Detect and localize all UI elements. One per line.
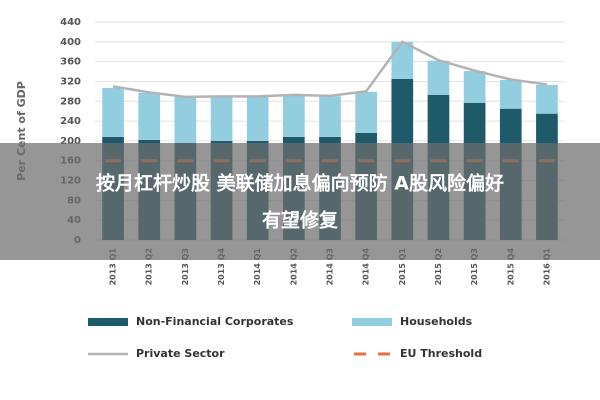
bar: [463, 71, 486, 103]
bar: [319, 96, 341, 137]
x-tick-label: 2014 Q1: [253, 248, 262, 286]
overlay-banner: [0, 143, 600, 260]
y-tick-label: 320: [60, 76, 81, 87]
y-tick-label: 280: [60, 96, 81, 107]
legend-label: Private Sector: [136, 347, 225, 360]
bar: [391, 41, 414, 79]
bar: [427, 60, 450, 95]
overlay-text: 有望修复: [262, 209, 339, 232]
x-tick-label: 2013 Q2: [145, 248, 154, 285]
legend-label: Households: [400, 315, 473, 328]
y-tick-label: 440: [60, 17, 81, 28]
x-tick-label: 2015 Q3: [470, 248, 479, 285]
bar: [355, 91, 377, 133]
x-tick-label: 2015 Q1: [398, 248, 407, 286]
bar: [210, 96, 233, 141]
y-tick-label: 240: [60, 116, 81, 127]
x-tick-label: 2014 Q3: [326, 248, 335, 285]
x-tick-label: 2015 Q2: [434, 248, 443, 285]
line: [112, 40, 548, 99]
y-tick-label: 360: [60, 57, 81, 68]
x-tick-label: 2016 Q1: [542, 248, 551, 286]
legend-swatch: [88, 318, 128, 326]
legend-swatch: [352, 318, 392, 326]
x-tick-label: 2014 Q4: [362, 248, 371, 286]
bar: [246, 96, 269, 141]
x-tick-label: 2013 Q3: [181, 248, 190, 285]
y-tick-label: 200: [60, 136, 81, 147]
overlay-text: 按月杠杆炒股 美联储加息偏向预防 A股风险偏好: [96, 172, 504, 195]
x-tick-label: 2013 Q1: [109, 248, 118, 286]
y-tick-label: 400: [60, 37, 81, 48]
bar: [138, 92, 161, 140]
bar: [499, 79, 522, 109]
bar: [174, 96, 197, 143]
bar: [102, 87, 124, 137]
bar: [283, 94, 305, 137]
bar: [536, 84, 558, 114]
x-tick-label: 2015 Q4: [506, 248, 515, 286]
x-tick-label: 2013 Q4: [217, 248, 226, 286]
legend-label: Non-Financial Corporates: [136, 315, 294, 328]
legend-label: EU Threshold: [400, 347, 482, 360]
x-tick-label: 2014 Q2: [289, 248, 298, 285]
